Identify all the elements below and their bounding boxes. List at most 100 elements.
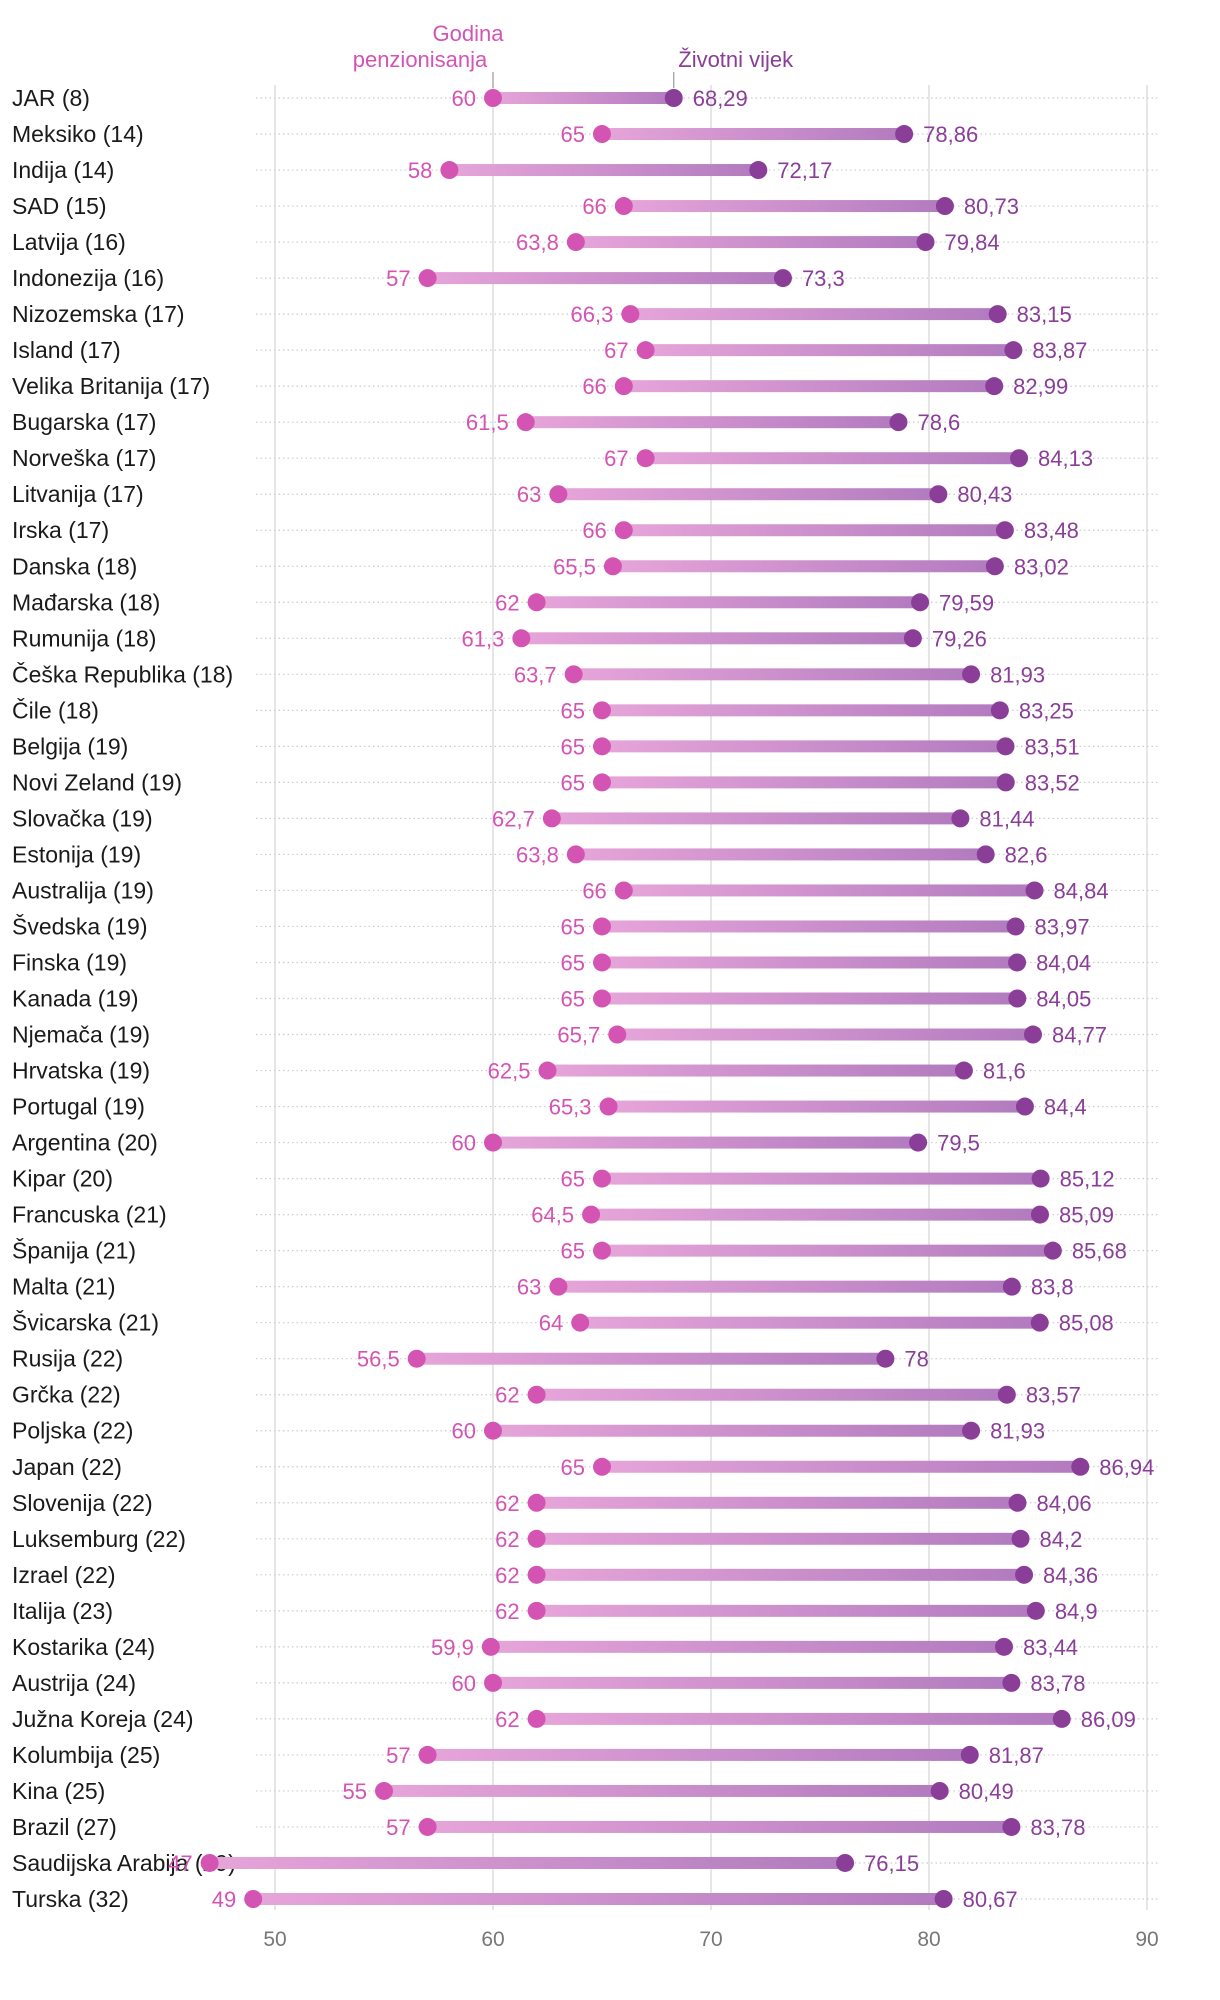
- retirement-dot: [527, 1565, 546, 1584]
- range-bar: [602, 776, 1006, 789]
- life-value: 81,44: [979, 806, 1034, 831]
- life-value: 83,51: [1025, 734, 1080, 759]
- life-value: 80,67: [963, 1887, 1018, 1912]
- country-label: Indija (14): [12, 157, 114, 183]
- country-label: Kina (25): [12, 1778, 105, 1804]
- retirement-dot: [593, 773, 611, 792]
- retirement-value: 65: [561, 698, 585, 723]
- retirement-dot: [636, 449, 655, 468]
- country-label: Portugal (19): [12, 1094, 145, 1120]
- retirement-value: 66: [582, 194, 606, 219]
- life-dot: [895, 125, 914, 144]
- life-dot: [929, 485, 948, 504]
- life-value: 83,52: [1025, 770, 1080, 795]
- country-label: Meksiko (14): [12, 121, 144, 147]
- retirement-dot: [375, 1781, 393, 1800]
- life-dot: [903, 629, 922, 648]
- country-label: Rumunija (18): [12, 625, 156, 651]
- range-bar: [575, 236, 926, 249]
- range-bar: [623, 524, 1005, 537]
- life-dot: [962, 1421, 981, 1440]
- range-bar: [536, 1388, 1007, 1401]
- retirement-value: 62: [495, 1491, 519, 1516]
- life-value: 85,08: [1059, 1311, 1114, 1336]
- row-24: Finska (19) 65 84,04: [12, 949, 1160, 975]
- life-value: 79,84: [945, 230, 1000, 255]
- retirement-value: 60: [452, 1131, 476, 1156]
- life-value: 84,36: [1043, 1563, 1098, 1588]
- country-label: Island (17): [12, 337, 121, 363]
- life-value: 83,15: [1017, 302, 1072, 327]
- row-3: SAD (15) 66 80,73: [12, 193, 1160, 219]
- life-value: 81,93: [990, 662, 1045, 687]
- x-axis: 50 60 70 80 90: [263, 1928, 1158, 1951]
- range-bar: [416, 1352, 886, 1365]
- country-label: Indonezija (16): [12, 265, 164, 291]
- retirement-value: 60: [452, 86, 476, 111]
- country-label: Novi Zeland (19): [12, 769, 182, 795]
- row-13: Danska (18) 65,5 83,02: [12, 553, 1160, 579]
- life-dot: [1002, 1673, 1021, 1692]
- life-value: 84,4: [1044, 1095, 1087, 1120]
- row-41: Izrael (22) 62 84,36: [12, 1562, 1160, 1588]
- retirement-value: 65: [561, 987, 585, 1012]
- life-dot: [1008, 953, 1027, 972]
- row-15: Rumunija (18) 61,3 79,26: [12, 625, 1160, 651]
- row-36: Grčka (22) 62 83,57: [12, 1382, 1160, 1408]
- range-bar: [645, 452, 1020, 465]
- life-value: 83,78: [1030, 1815, 1085, 1840]
- range-bar: [602, 1244, 1053, 1257]
- retirement-value: 64: [539, 1311, 563, 1336]
- country-label: Norveška (17): [12, 445, 156, 471]
- life-dot: [1002, 1817, 1021, 1836]
- retirement-value: 62: [495, 1527, 519, 1552]
- country-label: Njemača (19): [12, 1022, 150, 1048]
- retirement-dot: [603, 557, 622, 576]
- country-label: Nizozemska (17): [12, 301, 185, 327]
- retirement-value: 65,3: [549, 1095, 592, 1120]
- retirement-dot: [593, 917, 611, 936]
- retirement-dot: [484, 1421, 502, 1440]
- life-dot: [1011, 1529, 1030, 1548]
- retirement-value: 65: [561, 1167, 585, 1192]
- life-value: 80,49: [959, 1779, 1014, 1804]
- life-dot: [1052, 1709, 1071, 1728]
- country-label: Finska (19): [12, 949, 127, 975]
- life-value: 84,84: [1054, 878, 1109, 903]
- row-38: Japan (22) 65 86,94: [12, 1454, 1160, 1480]
- life-dot: [1071, 1457, 1090, 1476]
- country-label: Bugarska (17): [12, 409, 156, 435]
- retirement-value: 62,7: [492, 806, 535, 831]
- row-48: Brazil (27) 57 83,78: [12, 1814, 1160, 1840]
- retirement-value: 63: [517, 1275, 541, 1300]
- range-bar: [536, 1604, 1036, 1617]
- retirement-value: 65: [561, 1239, 585, 1264]
- range-bar: [493, 1676, 1012, 1689]
- row-50: Turska (32) 49 80,67: [12, 1886, 1160, 1912]
- row-44: Austrija (24) 60 83,78: [12, 1670, 1160, 1696]
- retirement-dot: [440, 161, 459, 180]
- retirement-dot: [593, 989, 611, 1008]
- retirement-dot: [527, 1601, 546, 1620]
- retirement-dot: [484, 1673, 502, 1692]
- row-18: Belgija (19) 65 83,51: [12, 733, 1160, 759]
- country-label: Švedska (19): [12, 912, 148, 939]
- retirement-value: 57: [386, 1743, 410, 1768]
- life-value: 81,93: [990, 1419, 1045, 1444]
- life-dot: [911, 593, 930, 612]
- life-dot: [749, 161, 768, 180]
- retirement-value: 65: [561, 770, 585, 795]
- retirement-dot: [516, 413, 535, 432]
- range-bar: [602, 128, 905, 141]
- range-bar: [623, 200, 945, 213]
- row-7: Island (17) 67 83,87: [12, 337, 1160, 363]
- retirement-dot: [593, 953, 611, 972]
- row-19: Novi Zeland (19) 65 83,52: [12, 769, 1160, 795]
- retirement-value: 65: [561, 914, 585, 939]
- row-2: Indija (14) 58 72,17: [12, 157, 1160, 183]
- range-bar: [493, 92, 674, 104]
- life-dot: [1026, 1601, 1045, 1620]
- retirement-value: 67: [604, 446, 628, 471]
- life-dot: [916, 233, 935, 252]
- retirement-dot: [571, 1313, 590, 1332]
